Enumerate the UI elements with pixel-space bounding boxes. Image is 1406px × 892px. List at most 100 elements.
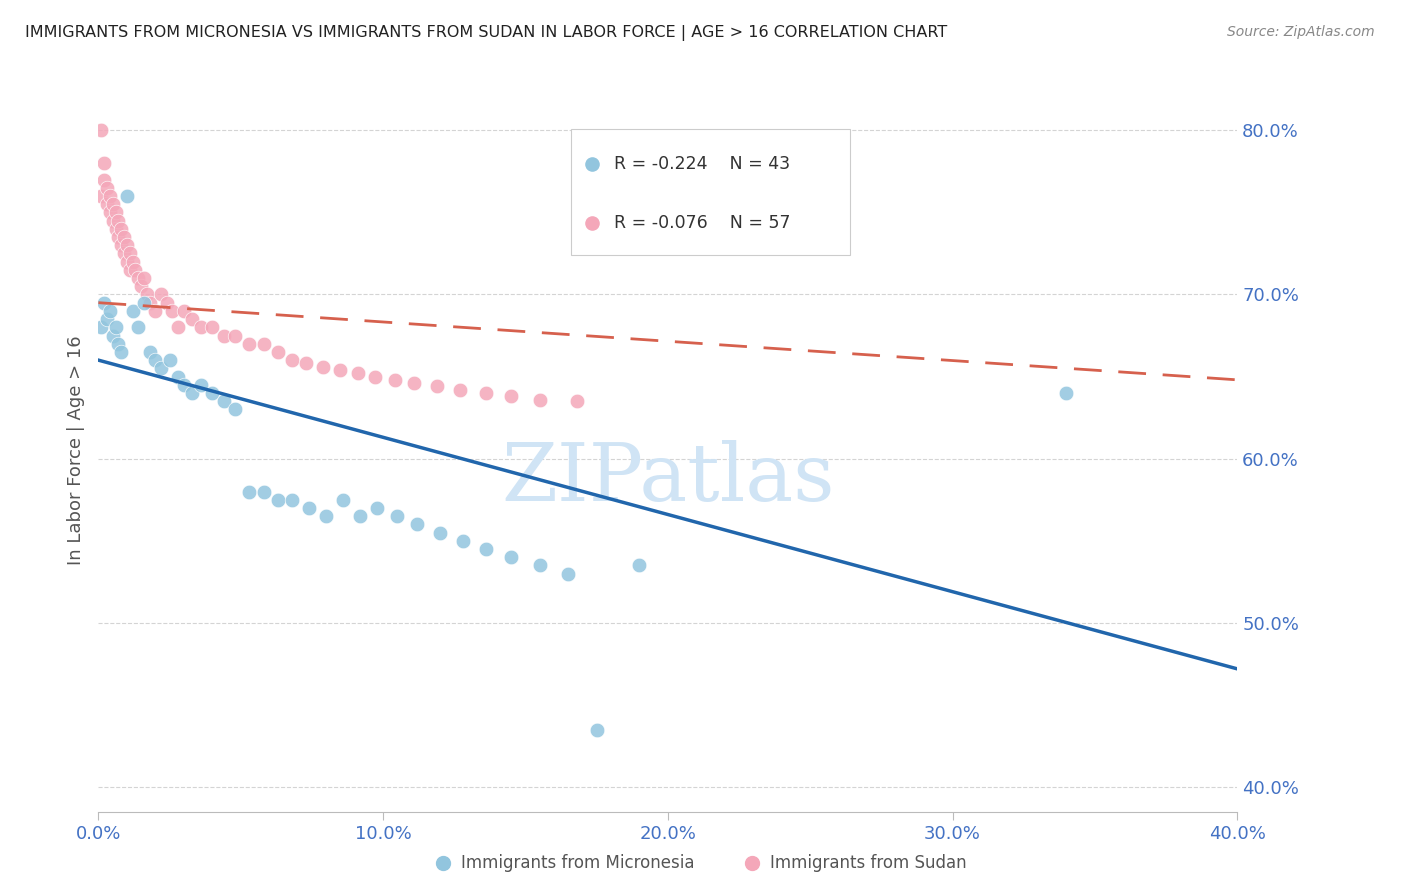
Point — [150, 361, 173, 376]
Point — [426, 379, 449, 393]
Point — [201, 320, 224, 334]
Point — [138, 345, 160, 359]
Point — [628, 558, 651, 573]
Point — [118, 262, 141, 277]
Point — [167, 369, 190, 384]
Point — [224, 328, 246, 343]
Point — [127, 271, 149, 285]
Point — [329, 363, 352, 377]
Point — [121, 304, 143, 318]
Point — [145, 304, 167, 318]
Point — [98, 304, 121, 318]
Point — [124, 262, 146, 277]
Point — [366, 500, 388, 515]
Point — [90, 320, 112, 334]
Y-axis label: In Labor Force | Age > 16: In Labor Force | Age > 16 — [66, 335, 84, 566]
Point — [1320, 98, 1343, 112]
Text: Immigrants from Sudan: Immigrants from Sudan — [770, 855, 967, 872]
Point — [110, 238, 132, 252]
Point — [212, 328, 235, 343]
Point — [121, 254, 143, 268]
Point — [429, 525, 451, 540]
Point — [159, 353, 181, 368]
Point — [101, 328, 124, 343]
Point — [474, 386, 496, 401]
Point — [112, 246, 135, 260]
Point — [96, 197, 118, 211]
Point — [115, 189, 138, 203]
Point — [110, 345, 132, 359]
Point — [96, 312, 118, 326]
Point — [267, 345, 290, 359]
Point — [501, 389, 523, 403]
Point — [90, 123, 112, 137]
Point — [115, 238, 138, 252]
Point — [565, 394, 588, 409]
Point — [107, 336, 129, 351]
Point — [585, 723, 607, 737]
Point — [281, 353, 304, 368]
Point — [115, 254, 138, 268]
Point — [529, 392, 551, 407]
Point — [404, 376, 426, 391]
Text: IMMIGRANTS FROM MICRONESIA VS IMMIGRANTS FROM SUDAN IN LABOR FORCE | AGE > 16 CO: IMMIGRANTS FROM MICRONESIA VS IMMIGRANTS… — [25, 25, 948, 41]
Point — [474, 541, 496, 556]
Point — [118, 246, 141, 260]
Point — [312, 359, 335, 374]
Point — [98, 205, 121, 219]
Point — [162, 304, 184, 318]
Point — [132, 295, 155, 310]
Point — [135, 287, 157, 301]
Point — [212, 394, 235, 409]
Point — [93, 172, 115, 186]
Point — [127, 320, 149, 334]
Text: Immigrants from Micronesia: Immigrants from Micronesia — [461, 855, 695, 872]
Point — [363, 369, 385, 384]
Point — [96, 180, 118, 194]
Point — [173, 377, 195, 392]
Point — [145, 353, 167, 368]
Point — [107, 213, 129, 227]
Point — [238, 484, 260, 499]
Point — [93, 295, 115, 310]
Point — [315, 509, 337, 524]
Point — [150, 287, 173, 301]
Text: ZIPatlas: ZIPatlas — [501, 441, 835, 518]
Point — [349, 509, 371, 524]
Point — [132, 271, 155, 285]
Point — [449, 383, 471, 397]
Point — [346, 366, 368, 380]
Point — [224, 402, 246, 417]
Point — [181, 386, 204, 401]
Point — [298, 500, 321, 515]
Point — [110, 221, 132, 235]
Point — [156, 295, 179, 310]
Point — [101, 213, 124, 227]
Point — [529, 558, 551, 573]
Point — [557, 566, 579, 581]
Point — [107, 230, 129, 244]
Point — [181, 312, 204, 326]
Point — [238, 336, 260, 351]
Point — [451, 533, 474, 548]
Point — [173, 304, 195, 318]
Point — [1056, 386, 1078, 401]
FancyBboxPatch shape — [571, 129, 851, 255]
Point — [406, 517, 429, 532]
Point — [104, 205, 127, 219]
Point — [167, 320, 190, 334]
Point — [281, 492, 304, 507]
Point — [112, 230, 135, 244]
Point — [93, 156, 115, 170]
Point — [201, 386, 224, 401]
Point — [104, 221, 127, 235]
Point — [129, 279, 152, 293]
Point — [101, 197, 124, 211]
Point — [190, 377, 212, 392]
Point — [252, 336, 274, 351]
Point — [252, 484, 274, 499]
Point — [387, 509, 409, 524]
Point — [501, 550, 523, 565]
Point — [104, 320, 127, 334]
Point — [138, 295, 160, 310]
